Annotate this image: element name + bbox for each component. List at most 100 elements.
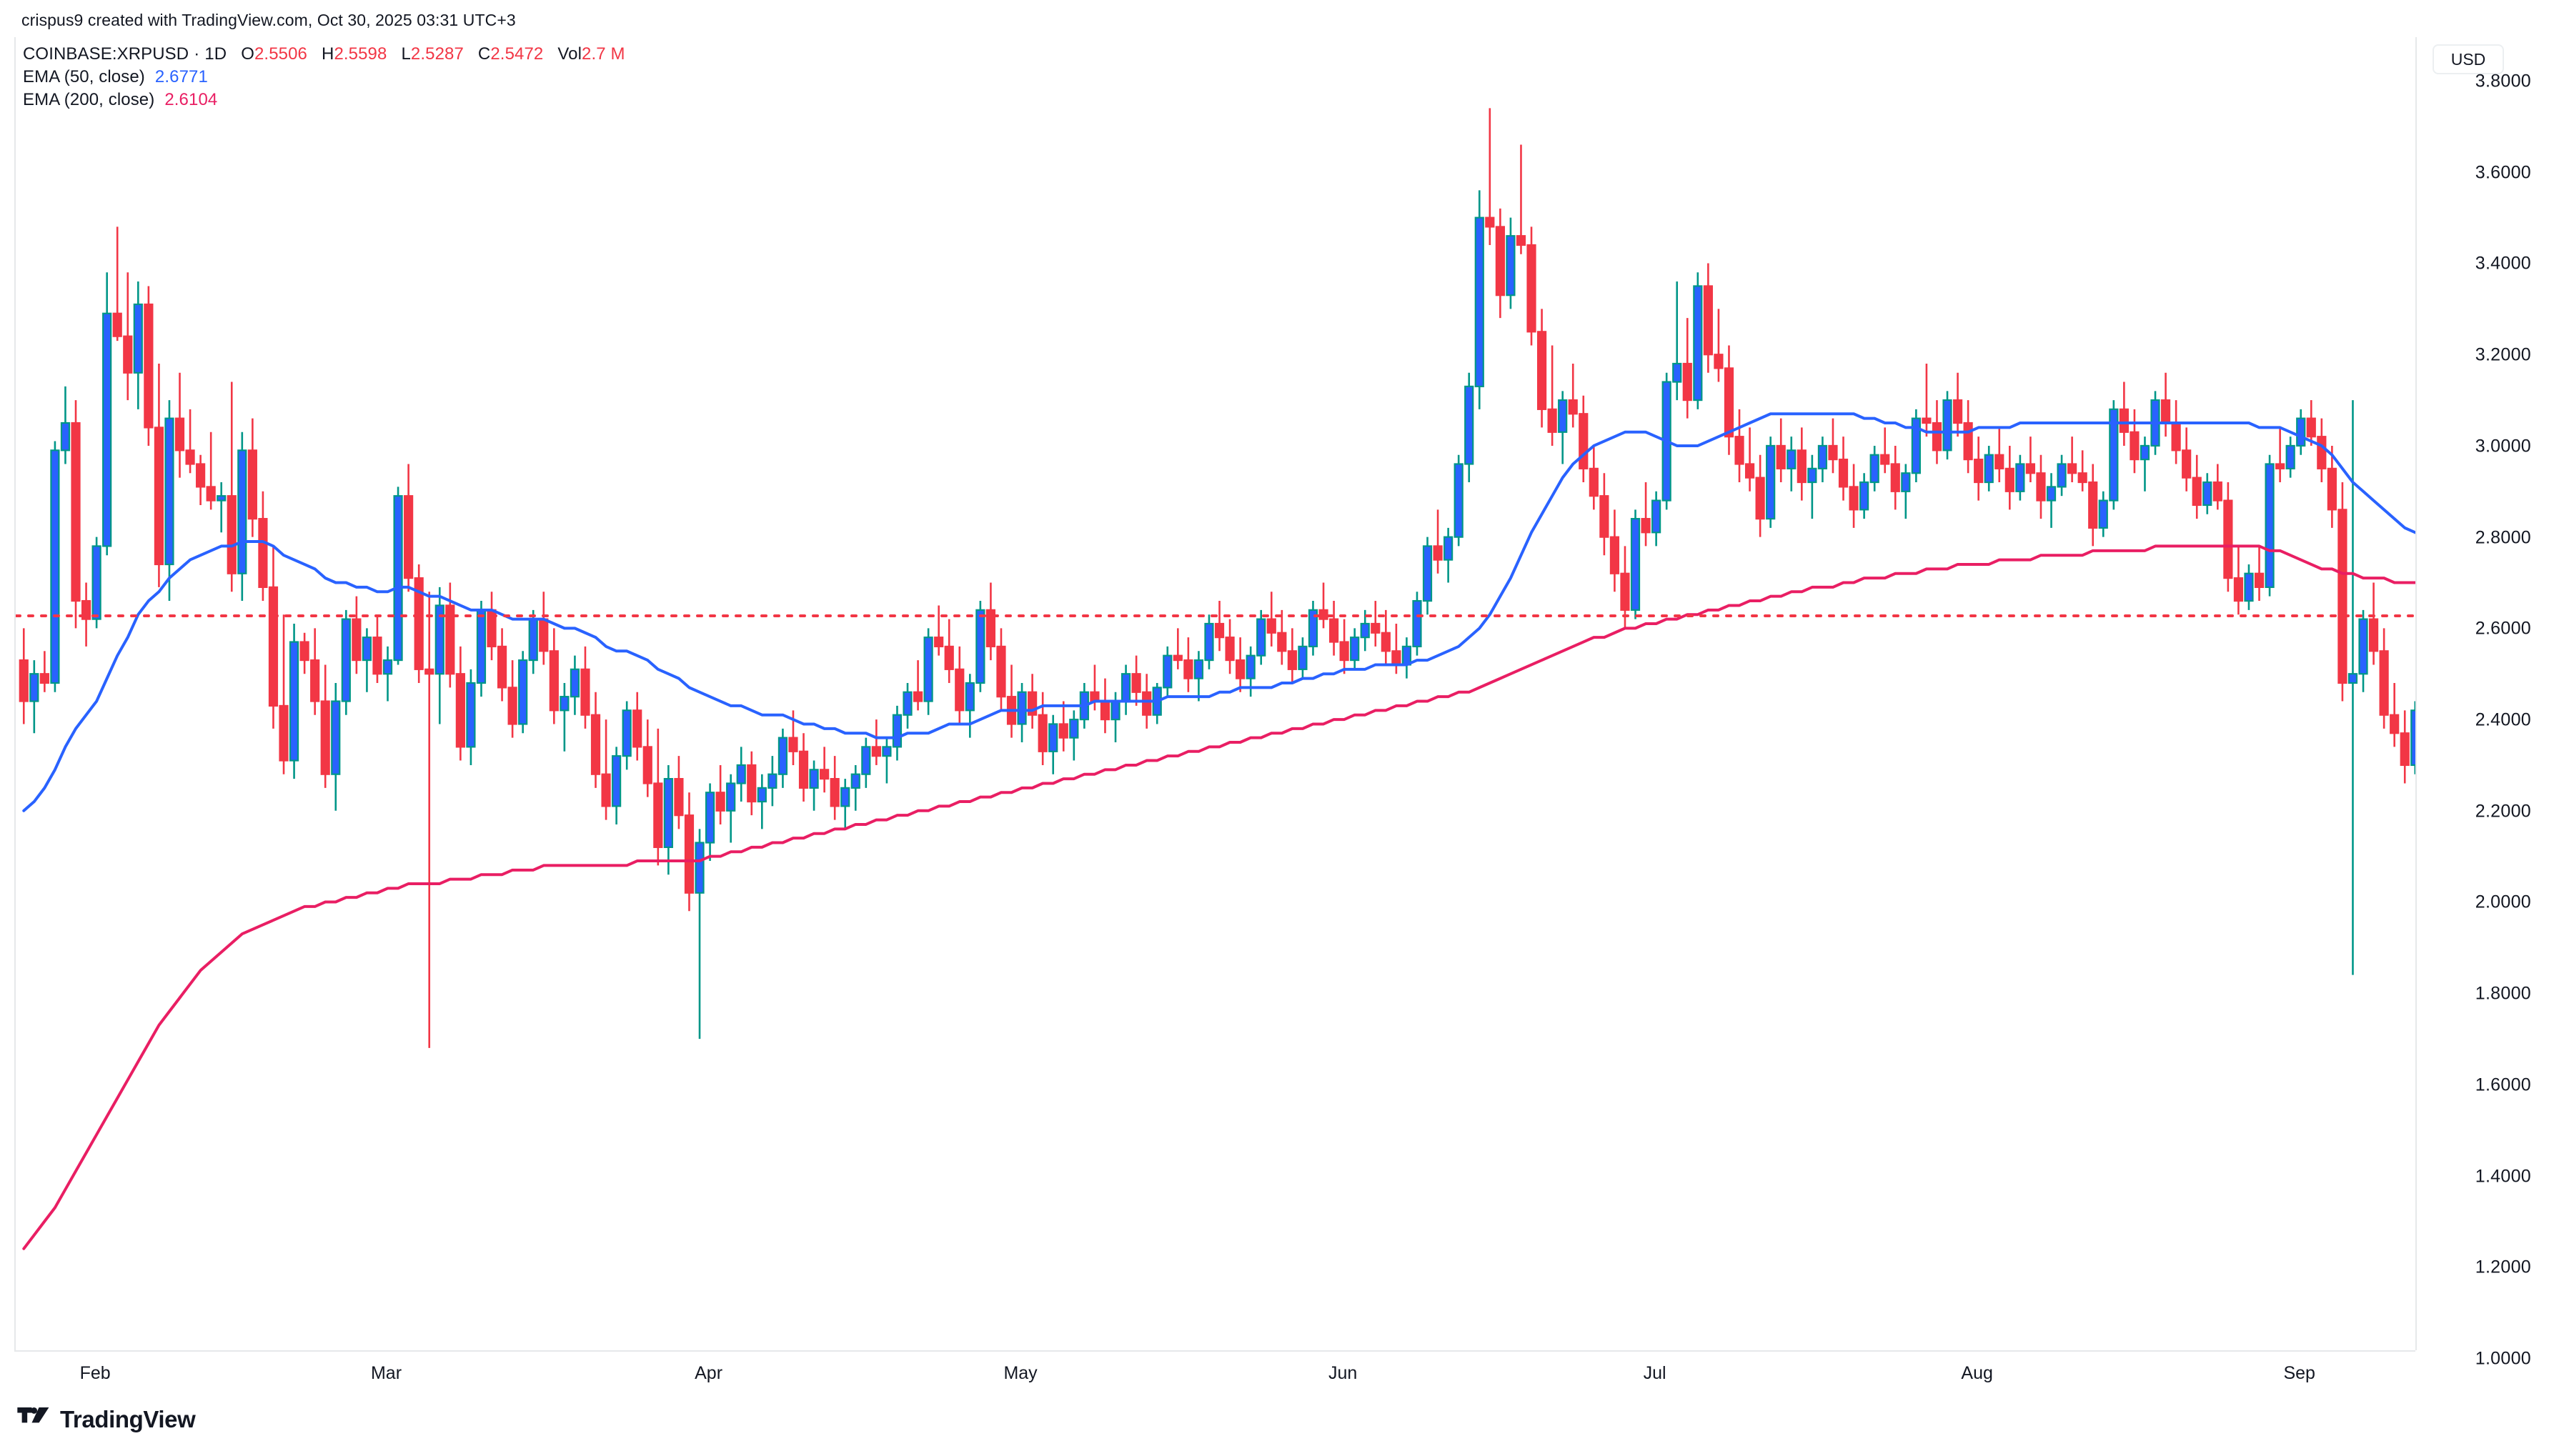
candle-body xyxy=(1838,458,1849,488)
candle-body xyxy=(1922,417,1932,424)
candle-body xyxy=(497,645,507,689)
candle-body xyxy=(580,668,590,716)
candle-body xyxy=(1350,637,1360,662)
candle-body xyxy=(2015,463,2025,492)
time-scale[interactable]: FebMarAprMayJunJulAugSepOctNov xyxy=(14,1350,2415,1407)
candle-body xyxy=(1412,599,1422,648)
candle-body xyxy=(1817,444,1828,469)
candle-body xyxy=(81,599,91,620)
candle-body xyxy=(393,495,403,662)
candle-body xyxy=(632,709,642,748)
candle-body xyxy=(2379,650,2389,716)
candle-body xyxy=(1069,718,1079,739)
candle-body xyxy=(2212,481,2222,502)
price-tick: 2.8000 xyxy=(2475,527,2531,548)
candle-body xyxy=(1360,622,1370,639)
candle-body xyxy=(1371,622,1381,634)
candle-body xyxy=(1547,408,1557,433)
price-tick: 3.2000 xyxy=(2475,344,2531,365)
chart-pane[interactable]: COINBASE:XRPUSD · 1D O2.5506 H2.5598 L2.… xyxy=(14,37,2554,1350)
candle-body xyxy=(320,700,330,775)
candle-body xyxy=(60,422,71,452)
candle-body xyxy=(1266,618,1276,634)
candle-body xyxy=(913,691,923,702)
candle-body xyxy=(1256,618,1266,657)
candle-body xyxy=(715,792,725,812)
price-scale[interactable]: USD 3.8000 3.6000 3.4000 3.2000 3.0000 2.8000… xyxy=(2415,37,2554,1367)
candle-body xyxy=(341,618,351,702)
time-tick: Jul xyxy=(1643,1363,1666,1383)
candle-body xyxy=(528,618,538,662)
candle-body xyxy=(1433,545,1443,561)
candle-body xyxy=(2223,499,2233,579)
candle-body xyxy=(1048,723,1058,752)
candle-body xyxy=(2358,618,2368,675)
candle-body xyxy=(247,449,257,520)
candle-body xyxy=(2098,499,2108,529)
candle-body xyxy=(2077,472,2087,484)
candle-body xyxy=(1849,486,1859,511)
candle-body xyxy=(809,769,819,789)
candle-body xyxy=(1516,235,1526,246)
candle-body xyxy=(1734,436,1744,465)
price-tick: 2.6000 xyxy=(2475,618,2531,639)
candle-body xyxy=(1974,458,1984,484)
candle-body xyxy=(1641,518,1651,534)
candle-body xyxy=(352,618,362,662)
candle-body xyxy=(642,746,652,784)
candle-body xyxy=(414,577,424,670)
candle-body xyxy=(455,673,465,748)
candle-body xyxy=(1932,422,1942,452)
candle-body xyxy=(133,303,143,374)
candle-body xyxy=(362,637,372,662)
candle-body xyxy=(944,645,954,670)
candle-body xyxy=(601,773,611,807)
candlestick-plot[interactable] xyxy=(16,37,2417,1350)
candle-body xyxy=(1558,399,1568,433)
candle-body xyxy=(1599,495,1609,538)
candle-body xyxy=(726,782,736,812)
candle-body xyxy=(1142,691,1152,716)
candle-body xyxy=(123,335,133,374)
candle-body xyxy=(1246,654,1256,679)
candle-body xyxy=(445,604,455,675)
candle-body xyxy=(871,746,881,757)
time-tick: Feb xyxy=(79,1363,111,1383)
candle-body xyxy=(1869,454,1879,484)
candle-body xyxy=(674,777,684,817)
candle-body xyxy=(518,659,528,725)
tradingview-logo[interactable]: TradingView xyxy=(17,1406,196,1433)
price-tick: 1.2000 xyxy=(2475,1257,2531,1277)
candle-body xyxy=(2036,472,2046,502)
candle-body xyxy=(1485,216,1495,228)
candle-body xyxy=(1474,216,1484,388)
candle-body xyxy=(788,737,798,752)
candle-body xyxy=(695,842,705,894)
candle-body xyxy=(154,427,164,566)
candle-body xyxy=(934,637,944,648)
candle-body xyxy=(2057,463,2067,488)
candle-body xyxy=(372,637,382,675)
candle-body xyxy=(1328,618,1339,643)
candle-body xyxy=(705,792,715,844)
candle-body xyxy=(1277,632,1287,652)
candle-body xyxy=(1028,691,1038,716)
candle-body xyxy=(1609,536,1620,574)
price-tick: 3.6000 xyxy=(2475,162,2531,183)
candle-body xyxy=(1994,454,2004,469)
candle-body xyxy=(2140,444,2150,461)
currency-badge[interactable]: USD xyxy=(2433,44,2504,74)
candle-body xyxy=(1454,463,1464,538)
candle-body xyxy=(1744,463,1755,479)
candle-body xyxy=(2119,408,2129,433)
candle-body xyxy=(2025,463,2036,474)
candle-body xyxy=(279,704,289,762)
candle-body xyxy=(1339,641,1349,662)
candle-body xyxy=(1828,444,1838,461)
candle-body xyxy=(2317,436,2327,469)
candle-body xyxy=(424,668,434,675)
candle-body xyxy=(1204,622,1214,662)
candle-body xyxy=(227,495,237,574)
time-tick: Sep xyxy=(2283,1363,2315,1383)
candle-body xyxy=(1651,499,1661,534)
